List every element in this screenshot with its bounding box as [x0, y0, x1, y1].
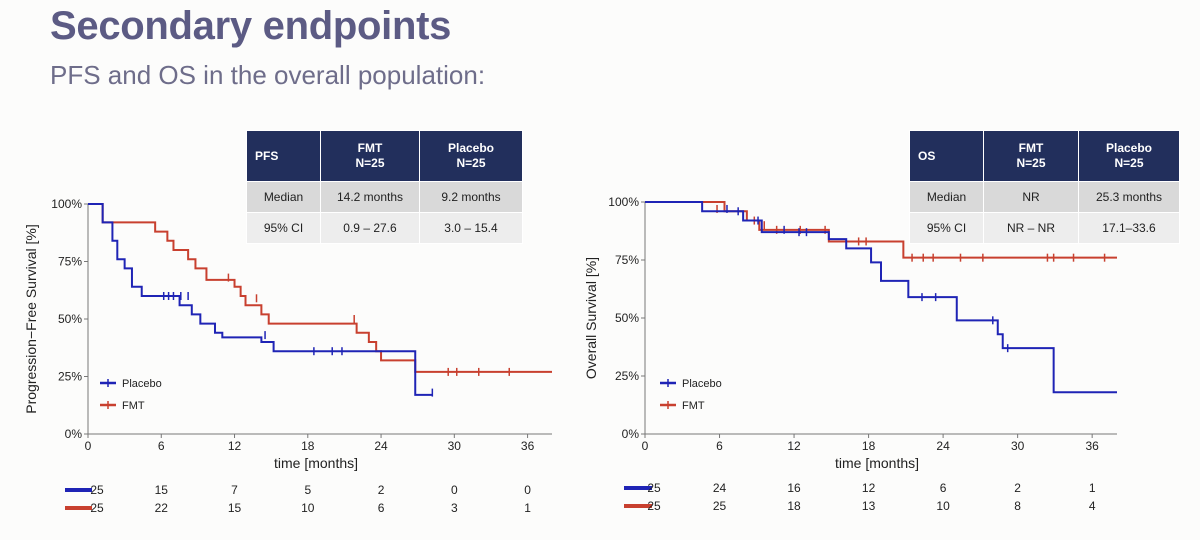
y-tick-label: 0%	[65, 427, 83, 441]
y-tick-label: 100%	[608, 195, 639, 209]
at-risk-count: 25	[647, 499, 661, 513]
legend-label: FMT	[122, 400, 145, 412]
y-tick-label: 100%	[51, 197, 82, 211]
at-risk-count: 6	[378, 501, 385, 515]
x-tick-label: 36	[521, 439, 535, 453]
table-header-cell: Placebo N=25	[1078, 130, 1180, 182]
at-risk-count: 1	[524, 501, 531, 515]
page-title: Secondary endpoints	[50, 4, 452, 48]
table-cell: 3.0 – 15.4	[419, 212, 523, 244]
x-tick-label: 24	[936, 439, 950, 453]
page-subtitle: PFS and OS in the overall population:	[50, 60, 486, 90]
table-cell: NR	[983, 181, 1079, 213]
series-line-placebo	[88, 203, 433, 396]
at-risk-count: 25	[90, 501, 104, 515]
table-cell: 14.2 months	[320, 181, 420, 213]
legend-label: Placebo	[122, 378, 162, 390]
at-risk-count: 0	[451, 483, 458, 497]
x-tick-label: 30	[1011, 439, 1025, 453]
x-tick-label: 12	[228, 439, 242, 453]
os-median-table: OS FMT N=25 Placebo N=25 Median NR 25.3 mo…	[909, 130, 1180, 244]
at-risk-count: 18	[787, 499, 801, 513]
table-header-cell: Placebo N=25	[419, 130, 523, 182]
x-tick-label: 24	[374, 439, 388, 453]
at-risk-count: 1	[1089, 481, 1096, 495]
table-cell: 95% CI	[909, 212, 984, 244]
table-cell: NR – NR	[983, 212, 1079, 244]
at-risk-count: 15	[228, 501, 242, 515]
table-cell: 17.1–33.6	[1078, 212, 1180, 244]
table-header-cell: FMT N=25	[320, 130, 420, 182]
y-tick-label: 50%	[58, 312, 82, 326]
at-risk-count: 16	[787, 481, 801, 495]
series-line-placebo	[645, 201, 1117, 394]
at-risk-count: 8	[1014, 499, 1021, 513]
at-risk-count: 4	[1089, 499, 1096, 513]
at-risk-count: 5	[304, 483, 311, 497]
x-tick-label: 18	[301, 439, 315, 453]
legend-label: Placebo	[682, 378, 722, 390]
at-risk-count: 3	[451, 501, 458, 515]
at-risk-count: 6	[940, 481, 947, 495]
y-tick-label: 25%	[615, 369, 639, 383]
at-risk-count: 15	[155, 483, 169, 497]
at-risk-count: 10	[936, 499, 950, 513]
at-risk-count: 25	[647, 481, 661, 495]
x-tick-label: 12	[787, 439, 801, 453]
series-line-fmt	[88, 203, 552, 373]
y-axis-label: Overall Survival [%]	[583, 257, 599, 379]
table-header-cell: OS	[909, 130, 984, 182]
at-risk-count: 2	[378, 483, 385, 497]
x-axis-label: time [months]	[835, 455, 919, 471]
x-tick-label: 30	[448, 439, 462, 453]
x-tick-label: 0	[642, 439, 649, 453]
y-tick-label: 75%	[615, 253, 639, 267]
x-tick-label: 18	[862, 439, 876, 453]
pfs-median-table: PFS FMT N=25 Placebo N=25 Median 14.2 mont…	[246, 130, 523, 244]
y-tick-label: 25%	[58, 370, 82, 384]
y-tick-label: 0%	[622, 427, 640, 441]
table-cell: 9.2 months	[419, 181, 523, 213]
table-header-cell: PFS	[246, 130, 321, 182]
x-tick-label: 6	[158, 439, 165, 453]
table-cell: Median	[246, 181, 321, 213]
at-risk-count: 25	[713, 499, 727, 513]
at-risk-count: 2	[1014, 481, 1021, 495]
legend-label: FMT	[682, 400, 705, 412]
at-risk-count: 24	[713, 481, 727, 495]
table-cell: 95% CI	[246, 212, 321, 244]
series-line-fmt	[645, 201, 1117, 259]
x-tick-label: 0	[85, 439, 92, 453]
x-tick-label: 6	[716, 439, 723, 453]
at-risk-count: 0	[524, 483, 531, 497]
y-axis-label: Progression−Free Survival [%]	[23, 224, 39, 413]
at-risk-count: 12	[862, 481, 876, 495]
at-risk-count: 13	[862, 499, 876, 513]
table-cell: 25.3 months	[1078, 181, 1180, 213]
at-risk-count: 7	[231, 483, 238, 497]
x-axis-label: time [months]	[274, 455, 358, 471]
x-tick-label: 36	[1085, 439, 1099, 453]
table-cell: Median	[909, 181, 984, 213]
at-risk-count: 22	[155, 501, 169, 515]
y-tick-label: 75%	[58, 255, 82, 269]
y-tick-label: 50%	[615, 311, 639, 325]
table-cell: 0.9 – 27.6	[320, 212, 420, 244]
at-risk-count: 25	[90, 483, 104, 497]
at-risk-count: 10	[301, 501, 315, 515]
